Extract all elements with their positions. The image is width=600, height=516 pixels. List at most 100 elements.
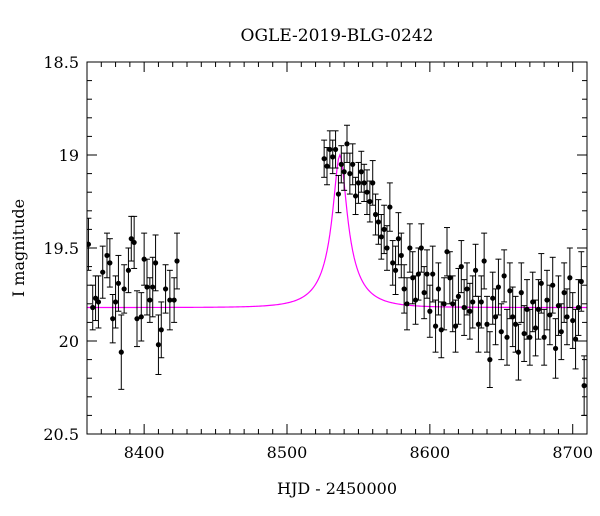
data-point <box>430 271 436 277</box>
data-point <box>510 314 516 320</box>
data-point <box>515 349 522 355</box>
y-tick-label: 19 <box>59 146 79 165</box>
y-tick-label: 18.5 <box>43 53 79 72</box>
chart-title: OGLE-2019-BLG-0242 <box>241 26 434 46</box>
data-point <box>158 327 164 333</box>
data-point <box>547 312 553 318</box>
data-point <box>90 304 96 311</box>
data-point <box>518 290 524 296</box>
data-point <box>361 180 367 186</box>
data-point <box>467 308 473 314</box>
data-point <box>550 282 556 288</box>
data-point <box>535 306 542 312</box>
data-point <box>481 258 487 264</box>
data-point <box>392 267 399 273</box>
x-tick-label: 8700 <box>552 443 593 462</box>
data-point <box>347 171 353 177</box>
data-point <box>575 304 582 311</box>
data-point <box>478 299 484 305</box>
data-point <box>92 295 99 301</box>
data-point <box>321 156 327 162</box>
data-point <box>395 236 402 242</box>
y-tick-label: 20 <box>59 332 79 351</box>
data-point <box>567 275 573 281</box>
data-point <box>150 284 156 290</box>
data-point <box>324 163 330 169</box>
data-point <box>401 286 407 292</box>
data-point <box>370 180 376 186</box>
data-point <box>475 321 482 327</box>
data-point <box>387 204 393 210</box>
data-point <box>470 299 476 305</box>
x-tick-label: 8600 <box>409 443 450 462</box>
data-point <box>364 189 370 195</box>
data-point <box>538 280 544 286</box>
data-point <box>381 226 387 232</box>
data-point <box>352 193 359 199</box>
data-point <box>427 308 433 314</box>
y-axis-label: I magnitude <box>9 199 28 297</box>
axis-ticks: 8400 8500 8600 8700 18.5 19 19.5 20 20.5 <box>43 53 593 462</box>
data-point <box>341 169 347 175</box>
data-point <box>487 357 493 363</box>
data-point <box>532 325 539 331</box>
data-point <box>447 275 453 281</box>
data-point <box>507 288 513 294</box>
data-point <box>375 219 382 225</box>
data-point <box>344 141 350 147</box>
data-point <box>128 236 134 242</box>
data-point <box>418 245 424 251</box>
data-point <box>118 349 124 355</box>
data-point <box>125 267 132 273</box>
data-point <box>552 345 559 352</box>
data-point <box>350 161 356 167</box>
data-point <box>100 269 106 275</box>
data-point <box>415 271 422 277</box>
data-point <box>541 334 547 340</box>
model-curve <box>87 153 587 309</box>
data-point <box>355 180 362 186</box>
data-point <box>131 239 137 246</box>
data-point <box>95 299 102 305</box>
data-point <box>504 334 510 340</box>
data-point <box>138 314 144 320</box>
data-point <box>174 258 180 264</box>
data-point <box>104 252 110 259</box>
data-point <box>378 234 384 240</box>
data-point <box>572 336 579 342</box>
data-point <box>527 334 533 340</box>
data-point <box>581 383 587 389</box>
data-point <box>407 245 413 251</box>
data-point <box>458 264 464 270</box>
data-point <box>461 304 467 311</box>
data-point <box>564 314 570 320</box>
data-point <box>384 245 390 251</box>
y-tick-label: 19.5 <box>43 239 79 258</box>
data-point <box>112 299 119 305</box>
data-point <box>555 303 562 309</box>
data-point <box>404 301 410 307</box>
data-point <box>390 260 396 266</box>
data-point <box>435 286 442 292</box>
data-point <box>578 278 584 285</box>
data-point <box>455 293 462 299</box>
y-tick-label: 20.5 <box>43 425 79 444</box>
data-point <box>398 252 404 259</box>
data-point <box>171 297 177 303</box>
data-point <box>167 297 173 303</box>
data-point <box>147 297 153 303</box>
x-axis-label: HJD - 2450000 <box>277 479 397 498</box>
data-point <box>335 191 342 197</box>
data-point <box>358 169 364 175</box>
data-point <box>452 323 459 329</box>
data-point <box>107 260 113 266</box>
data-point <box>121 286 127 292</box>
plot-frame <box>86 61 588 435</box>
data-point <box>521 330 527 337</box>
data-point <box>570 317 576 324</box>
data-point <box>544 297 550 303</box>
data-point <box>450 301 456 307</box>
data-point <box>498 329 504 335</box>
data-point <box>110 316 116 322</box>
